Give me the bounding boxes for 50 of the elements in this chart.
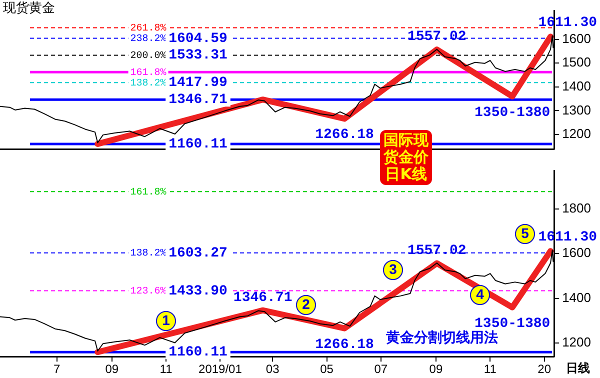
y-tick-label: 1600 <box>562 245 591 260</box>
x-tick-label: 11 <box>160 362 173 376</box>
annotation: 261.8% <box>130 23 166 34</box>
x-tick-label: 05 <box>320 362 334 376</box>
ref-line-label: 1346.71 <box>168 92 228 108</box>
y-tick-label: 1400 <box>562 290 591 305</box>
annotation: 1266.18 <box>315 127 374 144</box>
chart-title: 现货黄金 <box>3 0 55 16</box>
annotation: 1 <box>156 311 176 331</box>
annotation: 238.2% <box>130 34 166 45</box>
annotation: 3 <box>383 260 403 280</box>
y-tick-label: 1200 <box>562 126 591 142</box>
text: 日线 <box>565 360 591 377</box>
ref-line-label: 1160.11 <box>168 344 228 361</box>
y-tick-label: 1500 <box>562 54 591 70</box>
annotation: 138.2% <box>130 78 166 90</box>
y-tick-label: 1200 <box>562 334 591 350</box>
annotation: 1557.02 <box>407 29 466 46</box>
ref-line-label: 1433.90 <box>168 283 228 300</box>
annotation: 1346.71 <box>233 290 292 306</box>
x-tick-label: 7 <box>53 362 60 376</box>
annotation: 1266.18 <box>315 336 374 353</box>
ref-line-label: 1603.27 <box>168 245 228 262</box>
x-tick-label: 20 <box>538 362 552 376</box>
y-tick-label: 1800 <box>562 200 591 216</box>
x-tick-label: 09 <box>429 362 443 376</box>
annotation: 5 <box>515 224 535 244</box>
annotation: 161.8% <box>130 187 166 198</box>
annotation: 200.0% <box>130 50 166 62</box>
x-tick-label: 07 <box>374 362 388 376</box>
annotation: 161.8% <box>130 68 166 79</box>
annotation: 2 <box>296 295 316 315</box>
annotation: 1350-1380 <box>474 104 550 121</box>
ref-line-label: 1160.11 <box>168 136 228 152</box>
y-tick-label: 1300 <box>562 102 591 118</box>
annotation: 4 <box>470 285 490 305</box>
x-tick-label: 09 <box>105 362 119 376</box>
ref-line-label: 1533.31 <box>168 48 228 64</box>
annotation: 国际现货金价日K线 <box>380 130 432 185</box>
annotation: 黄金分割切线用法 <box>385 329 499 347</box>
annotation: 123.6% <box>130 286 166 298</box>
y-tick-label: 1400 <box>562 78 591 94</box>
ref-line-label: 1604.59 <box>168 30 228 47</box>
x-tick-label: 2019/01 <box>198 362 242 376</box>
annotation: 1557.02 <box>407 242 466 259</box>
x-tick-label: 03 <box>266 362 280 376</box>
ref-line-label: 1417.99 <box>168 75 228 92</box>
x-tick-label: 11 <box>484 362 497 376</box>
y-tick-label: 1600 <box>562 30 591 46</box>
annotation: 138.2% <box>130 248 166 260</box>
